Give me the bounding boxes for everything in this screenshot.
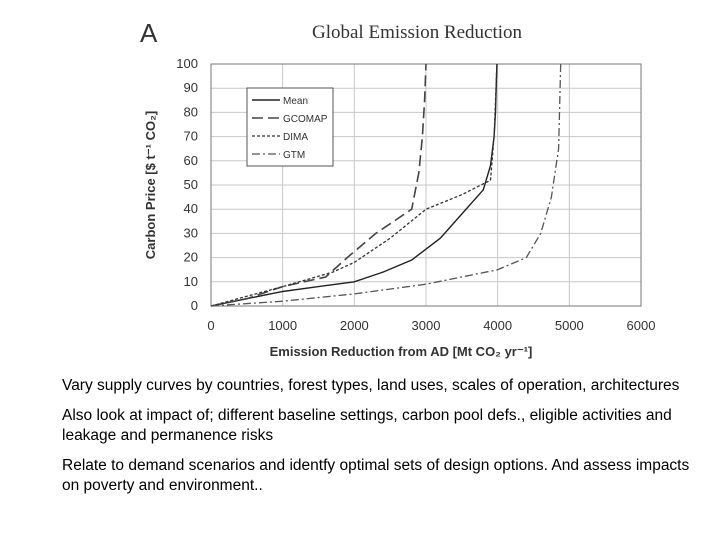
- x-tick-label: 5000: [555, 318, 584, 333]
- notes: Vary supply curves by countries, forest …: [62, 376, 702, 506]
- panel-label: A: [140, 18, 158, 48]
- series-line-gcomap: [210, 63, 427, 307]
- y-tick-label: 40: [184, 201, 198, 216]
- y-tick-label: 10: [184, 274, 198, 289]
- series-line-gtm: [210, 63, 562, 307]
- chart-title: Global Emission Reduction: [312, 22, 523, 43]
- y-tick-label: 30: [184, 225, 198, 240]
- series-lines: [210, 63, 562, 307]
- legend-label-dima: DIMA: [283, 132, 308, 143]
- note-demand-scenarios: Relate to demand scenarios and identfy o…: [62, 457, 690, 494]
- legend-box: [246, 87, 334, 167]
- x-tick-label: 6000: [627, 318, 656, 333]
- y-tick-label: 70: [184, 129, 198, 144]
- y-axis-label: Carbon Price [$ t⁻¹ CO₂]: [143, 111, 158, 259]
- x-tick-label: 0: [207, 318, 214, 333]
- y-tick-label: 90: [184, 80, 198, 95]
- y-tick-label: 50: [184, 177, 198, 192]
- note-supply-curves: Vary supply curves by countries, forest …: [62, 377, 680, 394]
- legend-label-gcomap: GCOMAP: [283, 114, 328, 125]
- legend-label-gtm: GTM: [283, 150, 305, 161]
- x-tick-label: 3000: [412, 318, 441, 333]
- x-axis-label: Emission Reduction from AD [Mt CO₂ yr⁻¹]: [270, 344, 533, 359]
- note-impact: Also look at impact of; different baseli…: [62, 407, 672, 444]
- y-tick-label: 100: [176, 56, 198, 71]
- x-tick-label: 1000: [268, 318, 297, 333]
- y-tick-label: 20: [184, 250, 198, 265]
- y-tick-label: 60: [184, 153, 198, 168]
- y-tick-label: 0: [191, 298, 198, 313]
- series-line-dima: [210, 63, 498, 307]
- legend-label-mean: Mean: [283, 96, 308, 107]
- x-tick-label: 2000: [340, 318, 369, 333]
- x-tick-label: 4000: [483, 318, 512, 333]
- legend: Mean GCOMAP DIMA GTM: [246, 87, 334, 167]
- y-tick-label: 80: [184, 104, 198, 119]
